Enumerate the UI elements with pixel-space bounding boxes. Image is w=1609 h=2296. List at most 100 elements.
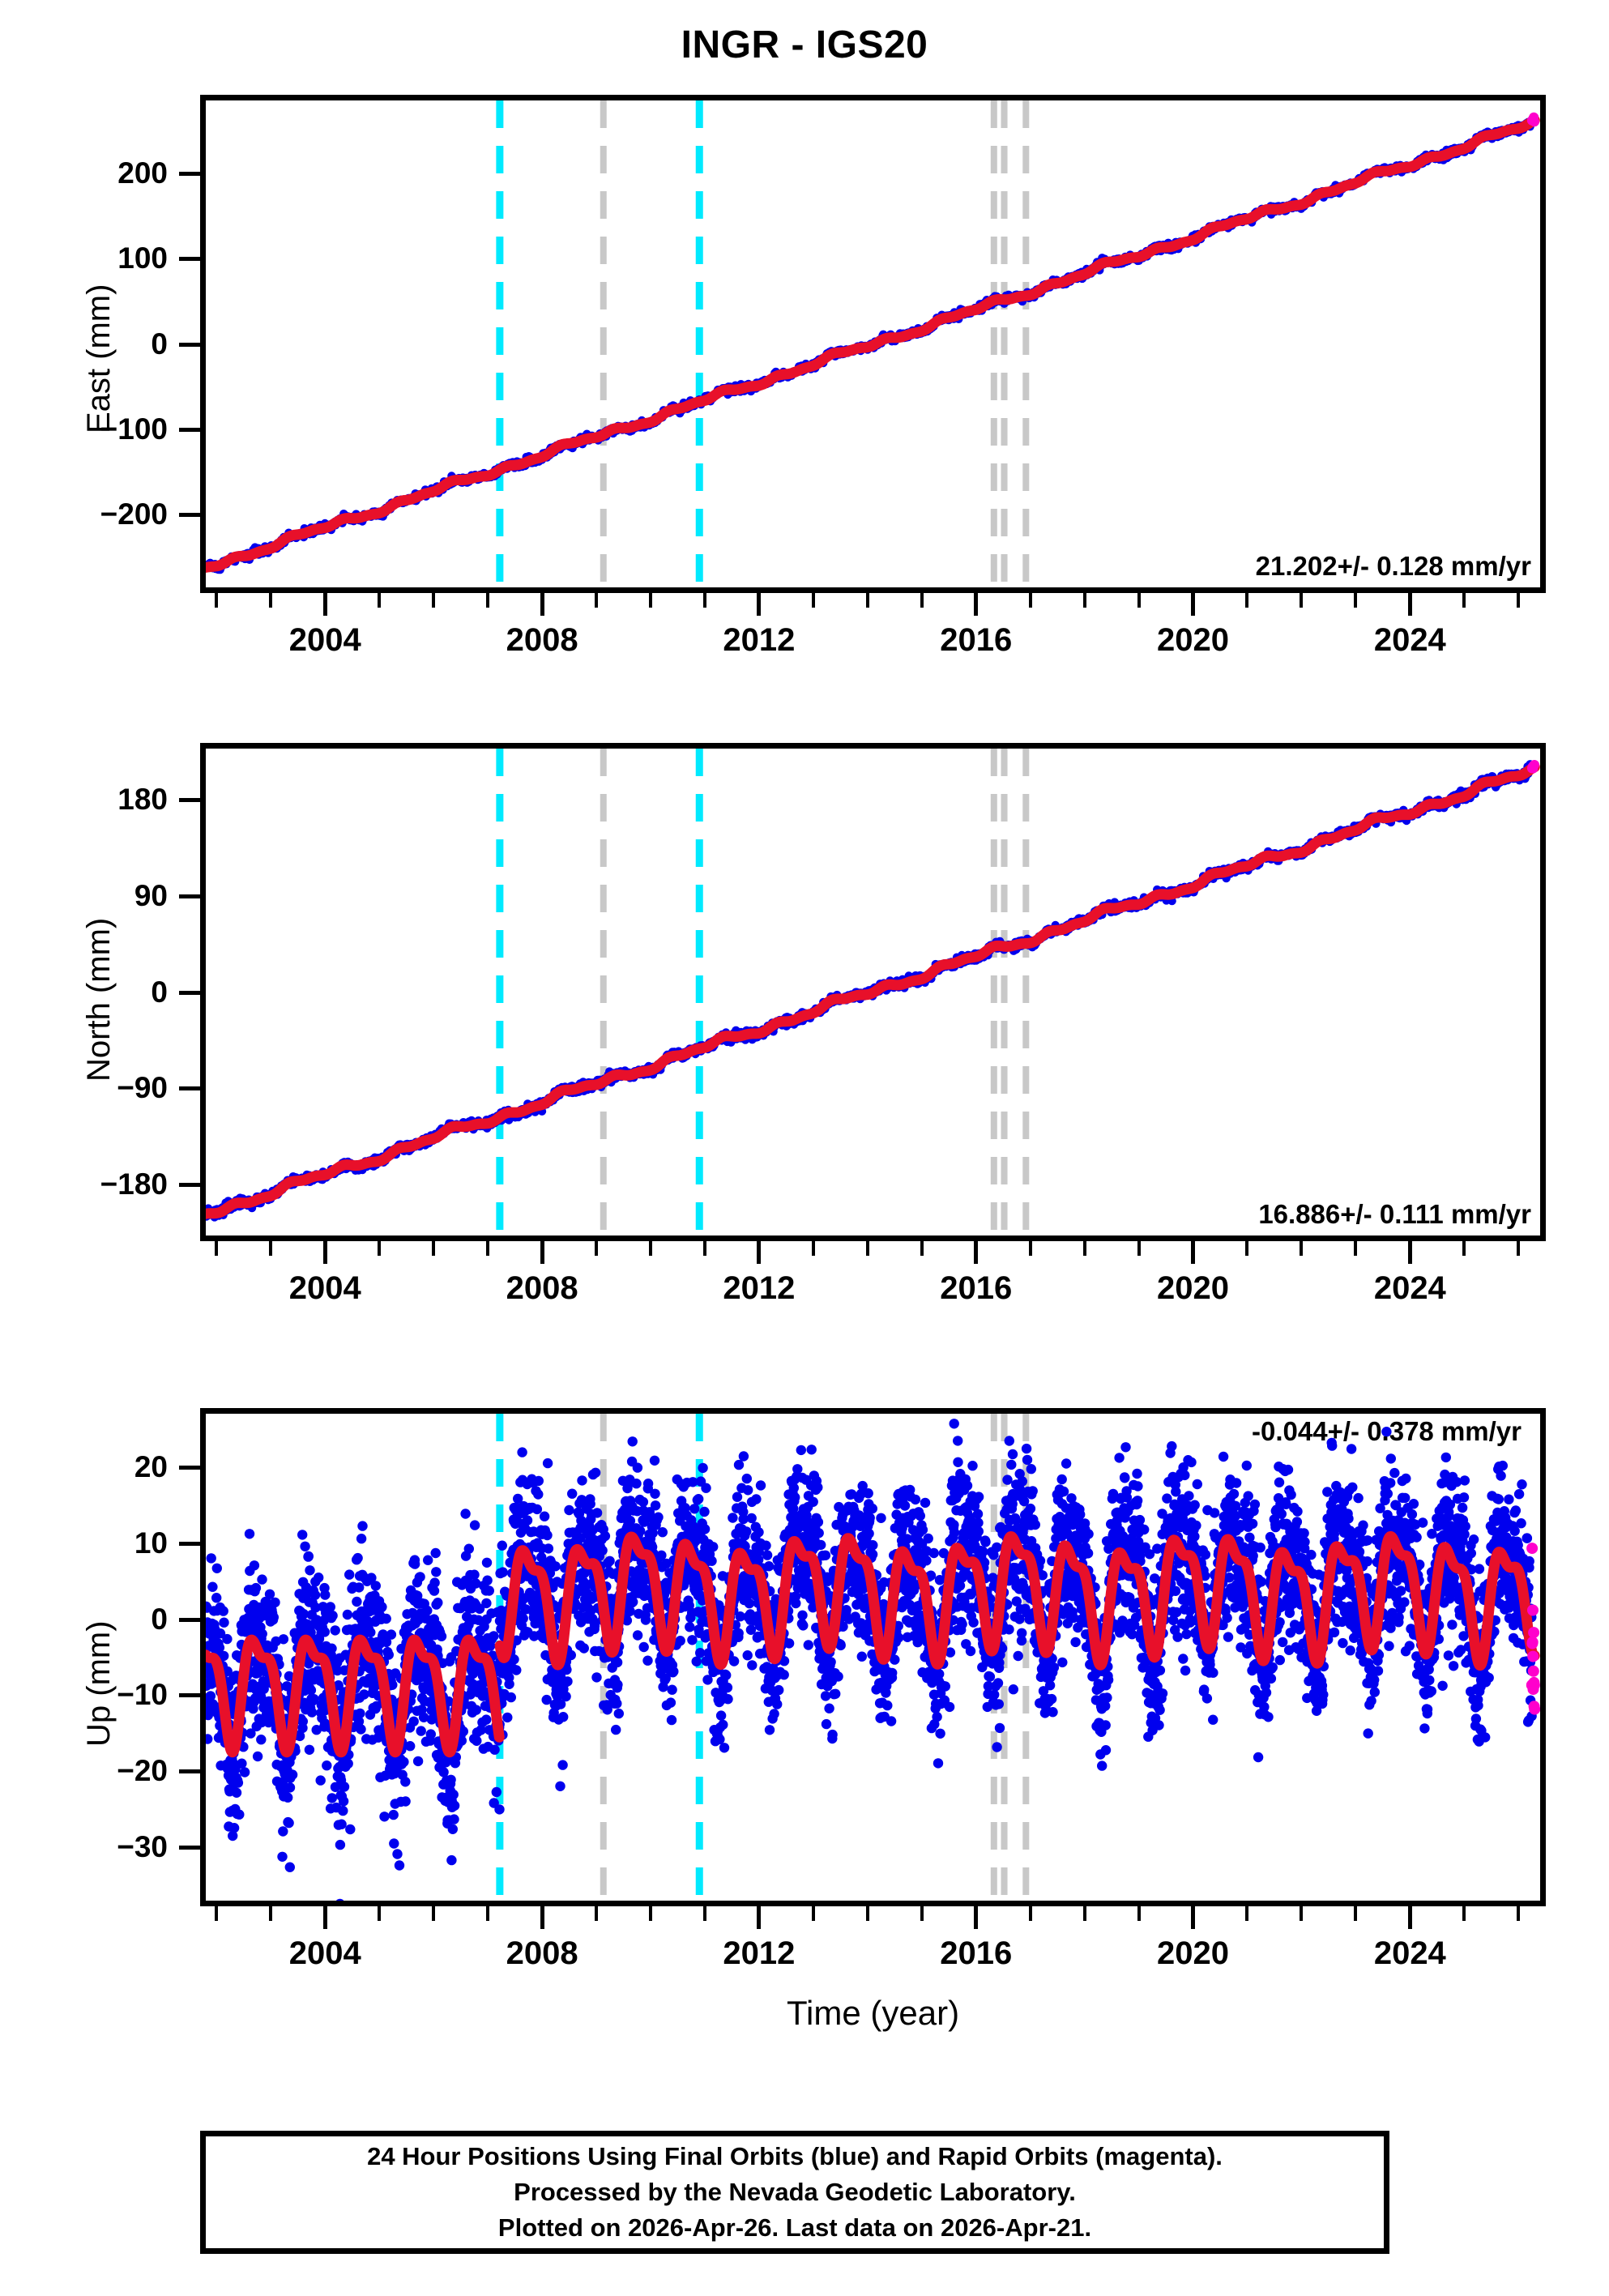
page-title: INGR - IGS20 — [681, 23, 928, 66]
y-tick-label-north-4: −180 — [100, 1167, 168, 1201]
x-tick-north-2026 — [1517, 1241, 1521, 1256]
x-tick-east-2026 — [1517, 593, 1521, 608]
y-tick-label-north-0: 180 — [117, 783, 168, 817]
x-tick-east-2016 — [974, 593, 979, 616]
panel-east-plot-area — [206, 100, 1540, 587]
x-tick-label-up-2024: 2024 — [1373, 1935, 1446, 1971]
panel-up-series — [206, 1414, 1540, 1901]
x-tick-east-2019 — [1137, 593, 1141, 608]
y-tick-label-east-3: −100 — [100, 412, 168, 446]
y-tick-east-1 — [179, 257, 200, 262]
x-tick-up-2008 — [540, 1906, 544, 1929]
x-tick-label-up-2008: 2008 — [506, 1935, 578, 1971]
y-tick-label-up-5: −30 — [117, 1830, 168, 1864]
x-tick-east-2015 — [920, 593, 924, 608]
x-tick-up-2004 — [322, 1906, 327, 1929]
x-tick-up-2012 — [757, 1906, 762, 1929]
x-tick-up-2021 — [1245, 1906, 1249, 1921]
y-tick-label-east-1: 100 — [117, 241, 168, 275]
y-tick-east-2 — [179, 342, 200, 347]
y-tick-label-north-2: 0 — [151, 975, 168, 1009]
x-tick-north-2024 — [1407, 1241, 1412, 1264]
panel-east: 21.202+/- 0.128 mm/yr — [200, 95, 1546, 593]
y-tick-north-3 — [179, 1086, 200, 1091]
x-tick-north-2021 — [1245, 1241, 1249, 1256]
x-tick-label-north-2004: 2004 — [288, 1270, 361, 1306]
x-tick-up-2022 — [1300, 1906, 1304, 1921]
x-tick-east-2024 — [1407, 593, 1412, 616]
y-tick-up-3 — [179, 1693, 200, 1698]
y-tick-label-north-3: −90 — [117, 1071, 168, 1105]
y-tick-up-0 — [179, 1465, 200, 1470]
x-tick-north-2017 — [1028, 1241, 1032, 1256]
x-tick-east-2017 — [1028, 593, 1032, 608]
x-tick-east-2002 — [215, 593, 219, 608]
x-tick-east-2022 — [1300, 593, 1304, 608]
x-tick-north-2010 — [649, 1241, 652, 1256]
x-tick-up-2017 — [1028, 1906, 1032, 1921]
panel-north: 16.886+/- 0.111 mm/yr — [200, 743, 1546, 1241]
x-tick-east-2006 — [432, 593, 436, 608]
y-tick-up-1 — [179, 1541, 200, 1546]
y-tick-east-0 — [179, 171, 200, 176]
y-tick-east-3 — [179, 427, 200, 432]
caption-line-2: Processed by the Nevada Geodetic Laborat… — [514, 2177, 1076, 2206]
x-tick-up-2006 — [432, 1906, 436, 1921]
x-tick-up-2002 — [215, 1906, 219, 1921]
figure-caption-box: 24 Hour Positions Using Final Orbits (bl… — [200, 2131, 1389, 2254]
x-axis-title: Time (year) — [786, 1994, 960, 2032]
x-tick-north-2022 — [1300, 1241, 1304, 1256]
x-tick-north-2006 — [432, 1241, 436, 1256]
x-tick-north-2018 — [1082, 1241, 1086, 1256]
x-tick-label-east-2016: 2016 — [940, 622, 1013, 658]
x-tick-up-2019 — [1137, 1906, 1141, 1921]
y-tick-north-0 — [179, 798, 200, 803]
y-tick-north-1 — [179, 894, 200, 898]
y-tick-label-up-4: −20 — [117, 1754, 168, 1788]
y-tick-label-up-0: 20 — [134, 1449, 168, 1483]
panel-north-rate-label: 16.886+/- 0.111 mm/yr — [1258, 1199, 1531, 1229]
x-tick-north-2008 — [540, 1241, 544, 1264]
panel-east-rate-label: 21.202+/- 0.128 mm/yr — [1255, 551, 1531, 581]
x-tick-label-east-2004: 2004 — [288, 622, 361, 658]
x-tick-label-north-2020: 2020 — [1157, 1270, 1229, 1306]
x-tick-north-2019 — [1137, 1241, 1141, 1256]
x-tick-label-north-2008: 2008 — [506, 1270, 578, 1306]
x-tick-east-2003 — [269, 593, 273, 608]
x-tick-label-up-2004: 2004 — [288, 1935, 361, 1971]
y-tick-label-east-4: −200 — [100, 497, 168, 531]
x-tick-label-north-2024: 2024 — [1373, 1270, 1446, 1306]
x-tick-east-2004 — [322, 593, 327, 616]
x-tick-up-2005 — [378, 1906, 382, 1921]
x-tick-north-2020 — [1191, 1241, 1195, 1264]
panel-up-rate-label: -0.044+/- 0.378 mm/yr — [1252, 1416, 1522, 1446]
x-tick-north-2009 — [595, 1241, 599, 1256]
x-tick-east-2012 — [757, 593, 762, 616]
x-tick-north-2023 — [1354, 1241, 1358, 1256]
x-tick-east-2010 — [649, 593, 652, 608]
panel-up-plot-area — [206, 1414, 1540, 1901]
x-tick-label-up-2016: 2016 — [940, 1935, 1013, 1971]
x-tick-east-2023 — [1354, 593, 1358, 608]
x-tick-up-2013 — [811, 1906, 815, 1921]
y-tick-label-east-2: 0 — [151, 326, 168, 361]
y-tick-label-up-1: 10 — [134, 1526, 168, 1560]
x-tick-north-2004 — [322, 1241, 327, 1264]
x-tick-east-2009 — [595, 593, 599, 608]
x-tick-north-2016 — [974, 1241, 979, 1264]
y-axis-title-north: North (mm) — [81, 917, 117, 1082]
y-axis-title-up: Up (mm) — [81, 1620, 117, 1747]
x-tick-up-2025 — [1462, 1906, 1466, 1921]
caption-line-3: Plotted on 2026-Apr-26. Last data on 202… — [497, 2213, 1092, 2242]
x-tick-label-north-2012: 2012 — [723, 1270, 796, 1306]
x-tick-up-2023 — [1354, 1906, 1358, 1921]
y-tick-up-4 — [179, 1769, 200, 1774]
x-tick-up-2018 — [1082, 1906, 1086, 1921]
x-tick-up-2015 — [920, 1906, 924, 1921]
x-tick-up-2007 — [486, 1906, 490, 1921]
x-tick-label-up-2020: 2020 — [1157, 1935, 1229, 1971]
x-tick-east-2008 — [540, 593, 544, 616]
x-tick-up-2026 — [1517, 1906, 1521, 1921]
panel-east-series — [206, 100, 1540, 587]
